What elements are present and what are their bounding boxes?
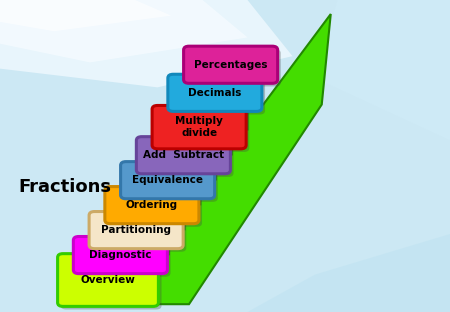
Text: Overview: Overview <box>81 275 135 285</box>
Text: Percentages: Percentages <box>194 60 267 70</box>
FancyBboxPatch shape <box>136 137 230 174</box>
Text: Decimals: Decimals <box>188 88 242 98</box>
Polygon shape <box>0 0 248 62</box>
FancyBboxPatch shape <box>92 215 186 252</box>
FancyBboxPatch shape <box>73 236 167 274</box>
FancyBboxPatch shape <box>61 257 162 310</box>
Text: Multiply
divide: Multiply divide <box>175 116 223 138</box>
FancyBboxPatch shape <box>108 190 202 227</box>
Text: Partitioning: Partitioning <box>101 225 171 235</box>
FancyBboxPatch shape <box>187 49 281 86</box>
Polygon shape <box>0 0 292 87</box>
Polygon shape <box>0 0 171 31</box>
FancyBboxPatch shape <box>76 240 171 277</box>
Polygon shape <box>315 0 450 140</box>
FancyBboxPatch shape <box>124 165 218 202</box>
FancyBboxPatch shape <box>121 162 215 199</box>
FancyBboxPatch shape <box>152 105 246 149</box>
Polygon shape <box>248 234 450 312</box>
FancyBboxPatch shape <box>105 187 199 224</box>
FancyBboxPatch shape <box>184 46 278 83</box>
Text: Ordering: Ordering <box>126 200 178 210</box>
Text: Add  Subtract: Add Subtract <box>143 150 224 160</box>
FancyBboxPatch shape <box>140 140 234 177</box>
FancyBboxPatch shape <box>89 212 183 249</box>
FancyBboxPatch shape <box>168 74 262 111</box>
FancyBboxPatch shape <box>58 254 158 306</box>
Text: Equivalence: Equivalence <box>132 175 203 185</box>
Text: Fractions: Fractions <box>18 178 111 196</box>
Text: Diagnostic: Diagnostic <box>89 250 152 260</box>
Polygon shape <box>137 14 331 304</box>
FancyBboxPatch shape <box>171 77 265 115</box>
FancyBboxPatch shape <box>155 109 249 152</box>
